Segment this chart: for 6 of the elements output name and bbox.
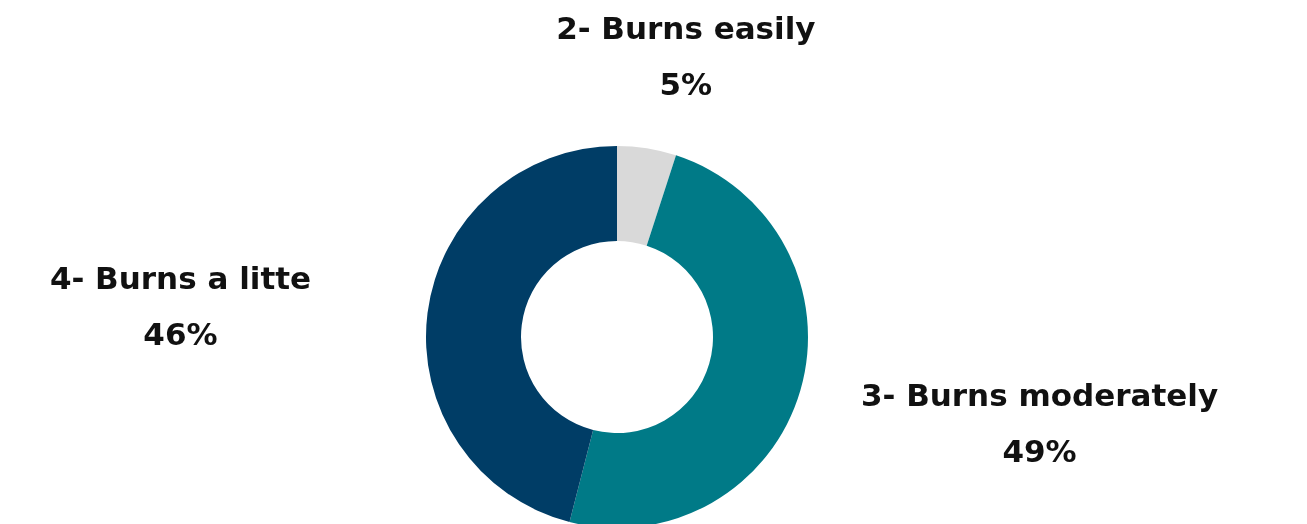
data-label: 5% bbox=[659, 65, 713, 102]
data-label: 46% bbox=[143, 315, 218, 352]
slice-label: 3- Burns moderately bbox=[860, 376, 1219, 413]
slice-label: 4- Burns a litte bbox=[49, 259, 312, 296]
data-label: 49% bbox=[1002, 432, 1077, 469]
slice-label: 2- Burns easily bbox=[556, 9, 816, 46]
